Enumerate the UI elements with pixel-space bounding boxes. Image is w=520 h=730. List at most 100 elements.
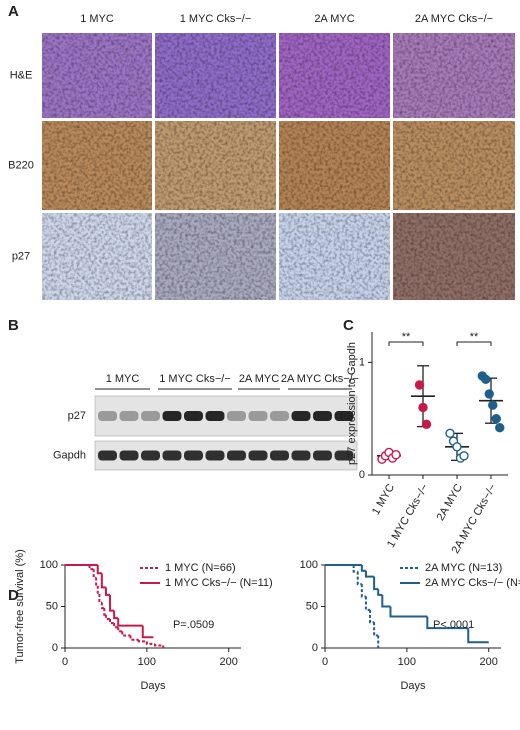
survival-step xyxy=(100,602,105,610)
data-point xyxy=(414,380,425,390)
x-tick-label: 200 xyxy=(480,656,498,668)
blot-band xyxy=(313,411,332,421)
data-point xyxy=(445,428,455,439)
data-point xyxy=(459,451,469,461)
y-tick-label: 0 xyxy=(312,642,318,654)
x-tick-label: 100 xyxy=(398,656,416,668)
survival-step xyxy=(369,609,375,624)
blot-band xyxy=(334,411,354,421)
column-header: 1 MYC Cks−/− xyxy=(180,13,252,25)
survival-step xyxy=(389,606,428,618)
x-tick-label: 1 MYC xyxy=(370,482,397,517)
histology-texture xyxy=(42,33,152,118)
legend-label: 1 MYC (N=66) xyxy=(165,562,236,574)
y-tick-label: 0 xyxy=(359,469,365,481)
blot-band xyxy=(313,450,332,461)
blot-band xyxy=(291,411,311,421)
survival-step xyxy=(154,643,164,647)
y-axis-label: p27 expression to Gapdh xyxy=(346,342,358,465)
significance-label: ** xyxy=(470,331,479,343)
x-axis-label: Days xyxy=(400,680,426,692)
blot-band xyxy=(98,450,117,461)
blot-band xyxy=(227,411,246,421)
histology-texture xyxy=(393,121,515,210)
survival-step xyxy=(109,618,115,625)
blot-band xyxy=(119,411,139,421)
data-point xyxy=(391,450,401,460)
significance-bracket xyxy=(456,341,492,346)
data-point xyxy=(484,389,494,399)
histology-texture xyxy=(155,121,276,210)
blot-band xyxy=(248,450,268,461)
blot-band xyxy=(184,450,203,461)
survival-step xyxy=(96,565,102,575)
survival-step xyxy=(104,614,111,620)
survival-step xyxy=(467,628,489,644)
survival-step xyxy=(356,571,362,586)
legend-label: 2A MYC Cks−/− (N=14) xyxy=(425,577,520,589)
x-tick-label: 100 xyxy=(138,656,156,668)
significance-label: ** xyxy=(402,331,411,343)
column-header: 2A MYC Cks−/− xyxy=(415,13,493,25)
histology-texture xyxy=(279,121,390,210)
blot-band xyxy=(162,411,182,421)
survival-step xyxy=(360,565,366,572)
x-tick-label: 0 xyxy=(322,656,328,668)
lane-group-label: 2A MYC Cks−/− xyxy=(281,373,359,385)
survival-step xyxy=(426,616,469,630)
p-value: P<.0001 xyxy=(433,619,474,631)
histology-texture xyxy=(155,33,276,118)
data-point xyxy=(488,400,498,410)
x-axis-label: Days xyxy=(140,680,166,692)
y-axis-label: Tumor-free survival (%) xyxy=(14,549,26,664)
survival-step xyxy=(88,565,94,571)
survival-step xyxy=(104,587,111,596)
histology-texture xyxy=(42,121,152,210)
x-tick-label: 0 xyxy=(62,656,68,668)
band-label: Gapdh xyxy=(53,449,86,461)
legend-label: 2A MYC (N=13) xyxy=(425,562,502,574)
column-header: 1 MYC xyxy=(80,13,114,25)
x-tick-label: 200 xyxy=(220,656,238,668)
blot-band xyxy=(270,411,289,421)
survival-step xyxy=(98,594,102,604)
survival-step xyxy=(113,623,119,629)
y-tick-label: 0 xyxy=(52,642,58,654)
survival-step xyxy=(100,573,106,589)
blot-band xyxy=(205,450,225,461)
histology-texture xyxy=(279,33,390,118)
survival-step xyxy=(137,639,147,643)
histology-texture xyxy=(155,213,276,300)
row-label: p27 xyxy=(12,250,30,262)
panel-label: D xyxy=(8,587,19,604)
blot-band xyxy=(270,450,289,461)
blot-band xyxy=(141,450,160,461)
panel-label: A xyxy=(8,3,19,20)
x-tick-label: 2A MYC xyxy=(435,482,466,523)
survival-step xyxy=(96,585,100,596)
blot-band xyxy=(291,450,311,461)
survival-step xyxy=(109,594,115,612)
survival-step xyxy=(364,596,371,611)
data-point xyxy=(481,374,491,384)
survival-step xyxy=(381,594,391,608)
blot-band xyxy=(141,411,160,421)
histology-texture xyxy=(393,33,515,118)
survival-step xyxy=(92,569,97,579)
survival-step xyxy=(95,577,98,587)
survival-step xyxy=(117,618,143,627)
survival-step xyxy=(129,635,139,641)
data-point xyxy=(421,419,432,430)
blot-band xyxy=(119,450,139,461)
legend-label: 1 MYC Cks−/− (N=11) xyxy=(165,577,273,589)
survival-step xyxy=(360,584,366,598)
data-point xyxy=(452,442,462,452)
histology-texture xyxy=(279,213,390,300)
survival-step xyxy=(377,589,383,596)
survival-step xyxy=(121,631,131,637)
survival-step xyxy=(103,608,106,616)
row-label: B220 xyxy=(8,159,34,171)
survival-step xyxy=(373,622,379,637)
survival-step xyxy=(113,610,119,620)
